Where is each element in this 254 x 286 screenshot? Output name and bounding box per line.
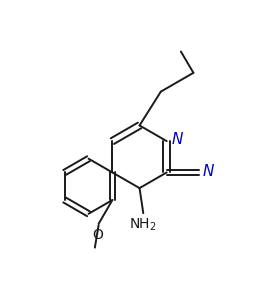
Text: N: N: [171, 132, 183, 147]
Text: NH$_2$: NH$_2$: [130, 216, 157, 233]
Text: N: N: [202, 164, 214, 179]
Text: O: O: [93, 228, 104, 242]
